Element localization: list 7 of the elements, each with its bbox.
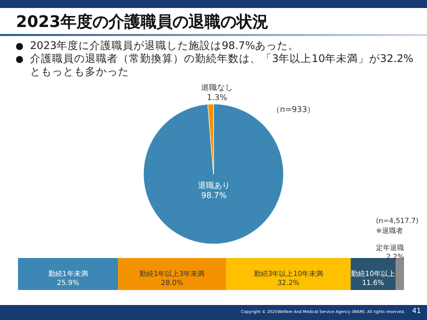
text: （n=933） <box>272 104 316 115</box>
text: 介護職員の退職者（常勤換算）の勤続年数は、「3年以上10年未満」が32.2%ともっとも多かった <box>14 53 414 79</box>
text: 2023年度に介護職員が退職した施設は98.7%あった。 <box>14 40 414 53</box>
chart-title: 2023年度の介護職員の退職の状況 <box>16 12 269 33</box>
data-label: 1.3% <box>206 93 228 102</box>
data-label: 98.7% <box>201 190 228 200</box>
slice-label: 退職あり <box>198 180 230 190</box>
